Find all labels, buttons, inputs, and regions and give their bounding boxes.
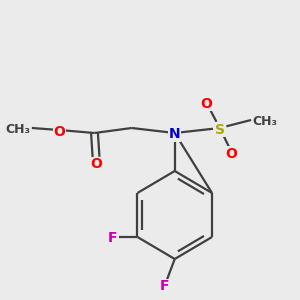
Text: O: O <box>53 124 65 139</box>
Text: F: F <box>160 280 170 293</box>
Text: CH₃: CH₃ <box>5 123 30 136</box>
Text: F: F <box>108 232 118 245</box>
Text: CH₃: CH₃ <box>252 115 277 128</box>
Text: O: O <box>200 97 212 110</box>
Text: S: S <box>215 122 225 136</box>
Text: O: O <box>226 146 237 161</box>
Text: O: O <box>91 158 102 172</box>
Text: N: N <box>169 128 181 142</box>
